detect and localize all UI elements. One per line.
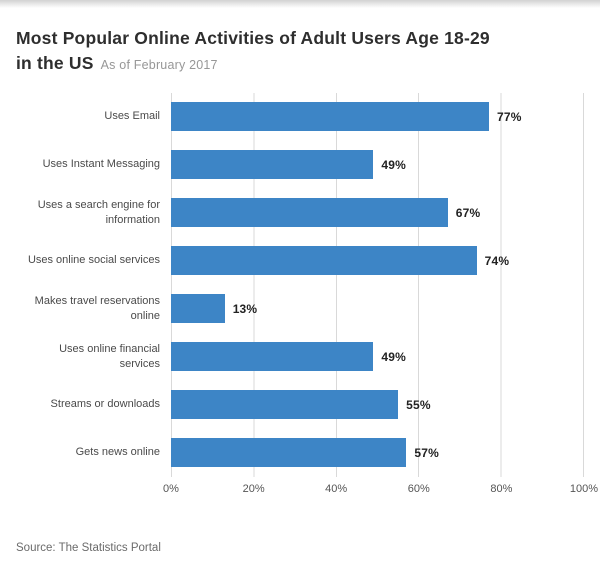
x-tick-label: 40% <box>325 482 348 495</box>
bar <box>171 390 399 420</box>
value-label: 67% <box>455 205 481 220</box>
value-label: 13% <box>232 301 258 316</box>
bar-row: Gets news online 57% <box>16 429 584 477</box>
top-gradient-strip <box>0 0 600 8</box>
bar-row: Uses online social services 74% <box>16 237 584 285</box>
bar-track: 57% <box>171 438 584 468</box>
bar-row: Streams or downloads 55% <box>16 381 584 429</box>
x-axis-ticks: 0% 20% 40% 60% 80% 100% <box>163 477 598 499</box>
value-label: 55% <box>406 397 431 412</box>
value-label: 49% <box>381 157 406 172</box>
bar-track: 55% <box>171 390 584 420</box>
x-tick-label: 60% <box>407 482 430 495</box>
chart-title-line2: in the US <box>16 53 94 74</box>
chart-title: Most Popular Online Activities of Adult … <box>16 26 584 77</box>
bar-track: 49% <box>171 342 584 372</box>
bar <box>171 246 477 276</box>
bar-row: Uses Email 77% <box>16 93 584 141</box>
category-label: Uses Email <box>104 110 160 123</box>
category-label: Uses a search engine for information <box>37 198 160 226</box>
bar <box>171 342 374 372</box>
chart-subtitle: As of February 2017 <box>100 58 218 73</box>
bar-rows: Uses Email 77% Uses Instant Messaging 49% Us… <box>16 93 584 477</box>
x-tick-label: 100% <box>569 482 599 495</box>
bar-track: 49% <box>171 150 584 180</box>
bar <box>171 102 489 132</box>
bar-row: Uses Instant Messaging 49% <box>16 141 584 189</box>
value-label: 77% <box>497 109 522 124</box>
value-label: 74% <box>484 253 510 268</box>
x-tick-label: 0% <box>163 482 179 495</box>
x-tick-label: 20% <box>242 482 265 495</box>
category-label: Makes travel reservations online <box>34 294 160 322</box>
bar <box>171 294 225 324</box>
bar-track: 13% <box>171 294 584 324</box>
category-label: Uses online social services <box>27 254 160 267</box>
bar <box>171 198 448 228</box>
category-label: Uses online financial services <box>59 342 160 370</box>
bar <box>171 150 374 180</box>
category-label: Gets news online <box>75 446 160 459</box>
value-label: 57% <box>414 445 440 460</box>
bar-row: Uses a search engine for information 67% <box>16 189 584 237</box>
bar <box>171 438 407 468</box>
category-label: Streams or downloads <box>50 398 160 411</box>
bar-track: 74% <box>171 246 584 276</box>
bar-row: Makes travel reservations online 13% <box>16 285 584 333</box>
bar-track: 77% <box>171 102 584 132</box>
chart-header: Most Popular Online Activities of Adult … <box>16 26 584 77</box>
bar-track: 67% <box>171 198 584 228</box>
source-text: Source: The Statistics Portal <box>16 542 161 554</box>
bar-chart: Uses Email 77% Uses Instant Messaging 49% Us… <box>16 92 598 499</box>
value-label: 49% <box>381 349 406 364</box>
category-label: Uses Instant Messaging <box>42 158 160 171</box>
x-tick-label: 80% <box>490 482 513 495</box>
chart-title-line1: Most Popular Online Activities of Adult … <box>16 28 490 48</box>
bar-row: Uses online financial services 49% <box>16 333 584 381</box>
